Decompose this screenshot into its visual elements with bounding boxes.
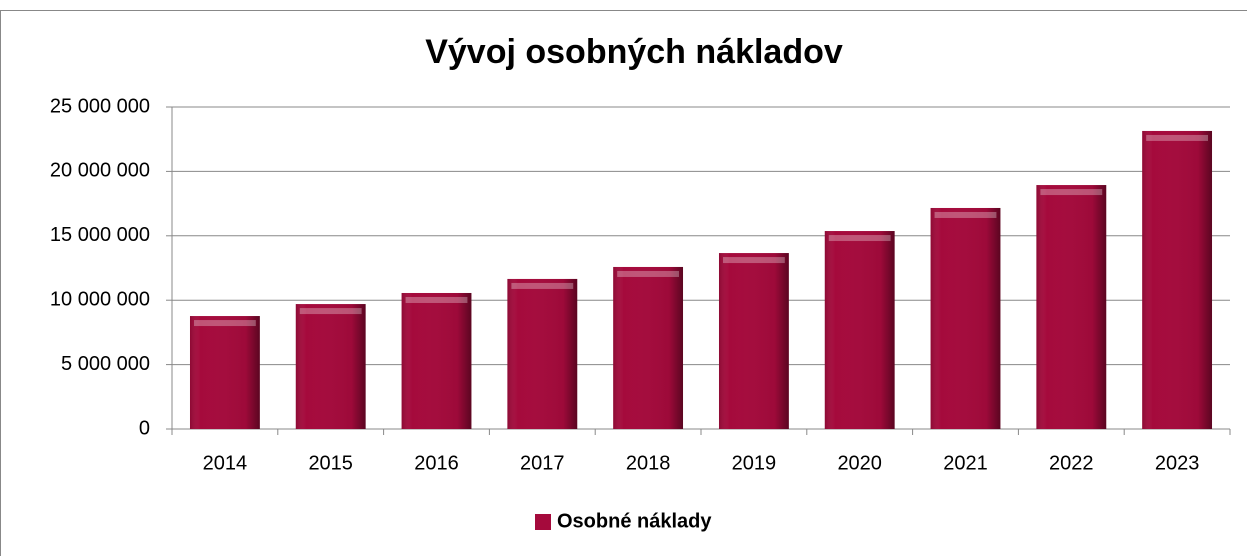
y-tick-label: 0 (139, 417, 150, 439)
x-tick-label: 2015 (308, 452, 353, 474)
bar-highlight (511, 282, 574, 289)
bar-shade (401, 292, 472, 429)
bar-highlight (722, 257, 785, 264)
x-tick-label: 2020 (837, 452, 882, 474)
bar-highlight (934, 211, 997, 218)
bar-highlight (1146, 134, 1209, 141)
bar-shade (189, 316, 260, 429)
y-tick-label: 5 000 000 (61, 353, 150, 375)
x-tick-label: 2014 (203, 452, 248, 474)
bar-highlight (1040, 189, 1103, 196)
y-tick-label: 20 000 000 (50, 160, 150, 182)
y-tick-label: 10 000 000 (50, 288, 150, 310)
bar-shade (930, 207, 1001, 429)
bar-highlight (617, 270, 680, 277)
x-tick-label: 2018 (626, 452, 671, 474)
bar-shade (613, 266, 684, 429)
x-tick-label: 2022 (1049, 452, 1094, 474)
bar-highlight (193, 320, 256, 327)
bar-shade (295, 304, 366, 429)
bar-shade (507, 278, 578, 429)
bar-shade (824, 231, 895, 429)
x-tick-label: 2023 (1155, 452, 1200, 474)
bar-shade (1036, 185, 1107, 429)
bar-shade (1142, 130, 1213, 430)
y-tick-label: 25 000 000 (50, 95, 150, 117)
chart-title: Vývoj osobných nákladov (425, 33, 843, 71)
bar-highlight (299, 308, 362, 315)
legend-label: Osobné náklady (557, 510, 712, 532)
x-tick-label: 2021 (943, 452, 988, 474)
bar-highlight (828, 235, 891, 242)
chart-frame (0, 10, 1247, 556)
x-tick-label: 2019 (732, 452, 777, 474)
bar-highlight (405, 296, 468, 303)
y-tick-label: 15 000 000 (50, 224, 150, 246)
x-tick-label: 2017 (520, 452, 565, 474)
bar-shade (718, 253, 789, 429)
legend-swatch (535, 514, 551, 530)
x-tick-label: 2016 (414, 452, 459, 474)
